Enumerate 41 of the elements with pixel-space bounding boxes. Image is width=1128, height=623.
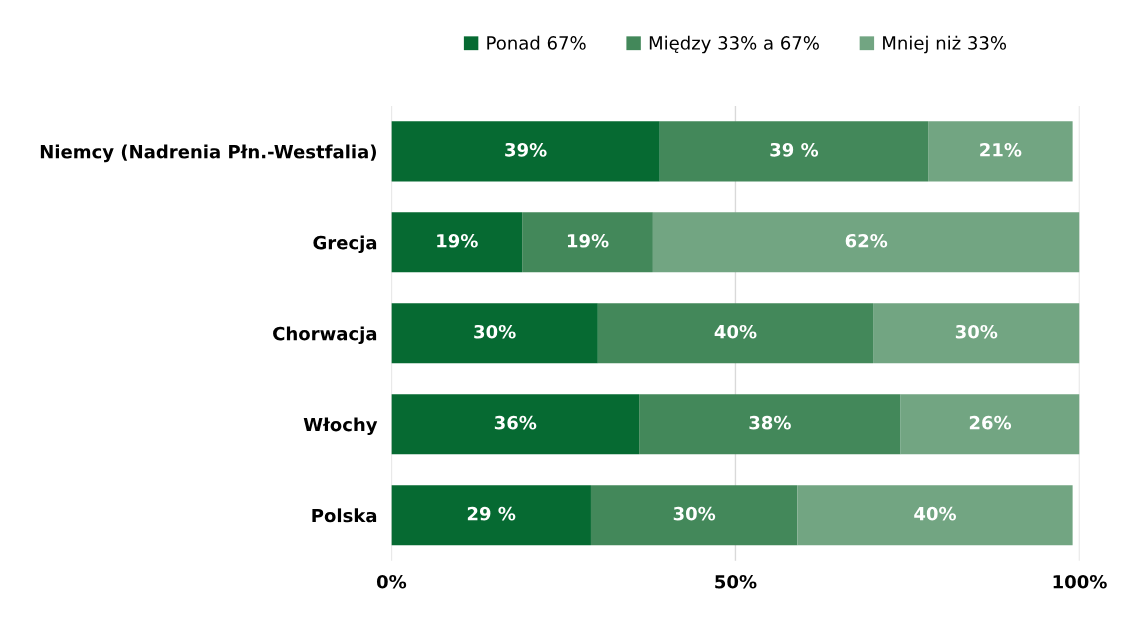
y-tick-label: Włochy [303, 417, 378, 436]
data-label: 26% [969, 415, 1012, 430]
data-label: 36% [494, 415, 537, 430]
x-tick-label: 0% [376, 574, 407, 589]
bar [652, 212, 1080, 273]
bar [797, 485, 1073, 546]
bar [659, 121, 929, 182]
bar [391, 121, 660, 182]
legend-label: Między 33% a 67% [649, 35, 819, 54]
legend-label: Ponad 67% [487, 35, 586, 50]
data-label: 29 % [467, 506, 516, 521]
data-label: 38% [749, 415, 791, 430]
data-label: 62% [845, 233, 888, 248]
bar [928, 121, 1073, 182]
data-label: 40% [714, 324, 757, 339]
data-label: 19% [437, 233, 478, 248]
bar [391, 485, 591, 546]
y-tick-label: Chorwacja [273, 326, 377, 345]
data-label: 40% [914, 506, 957, 521]
x-tick-label: 100% [1053, 574, 1107, 589]
data-label: 30% [955, 324, 998, 339]
bar [391, 212, 523, 273]
y-tick-label: Polska [312, 508, 377, 523]
data-label: 39 % [770, 142, 819, 157]
legend-label: Mniej niż 33% [883, 35, 1007, 54]
data-label: 19% [567, 233, 609, 248]
data-label: 30% [673, 506, 716, 521]
bar [522, 212, 653, 273]
data-label: 21% [980, 142, 1022, 157]
bar [391, 394, 640, 455]
data-label: 30% [474, 324, 516, 339]
bar [639, 394, 901, 455]
bar [391, 303, 598, 364]
x-tick-label: 50% [715, 574, 757, 589]
bar [900, 394, 1080, 455]
y-tick-label: Grecja [313, 235, 377, 254]
bar [590, 485, 798, 546]
bar [873, 303, 1080, 364]
bar [597, 303, 874, 364]
y-tick-label: Niemcy (Nadrenia Płn.-Westfalia) [40, 144, 376, 163]
data-label: 39% [505, 142, 547, 157]
